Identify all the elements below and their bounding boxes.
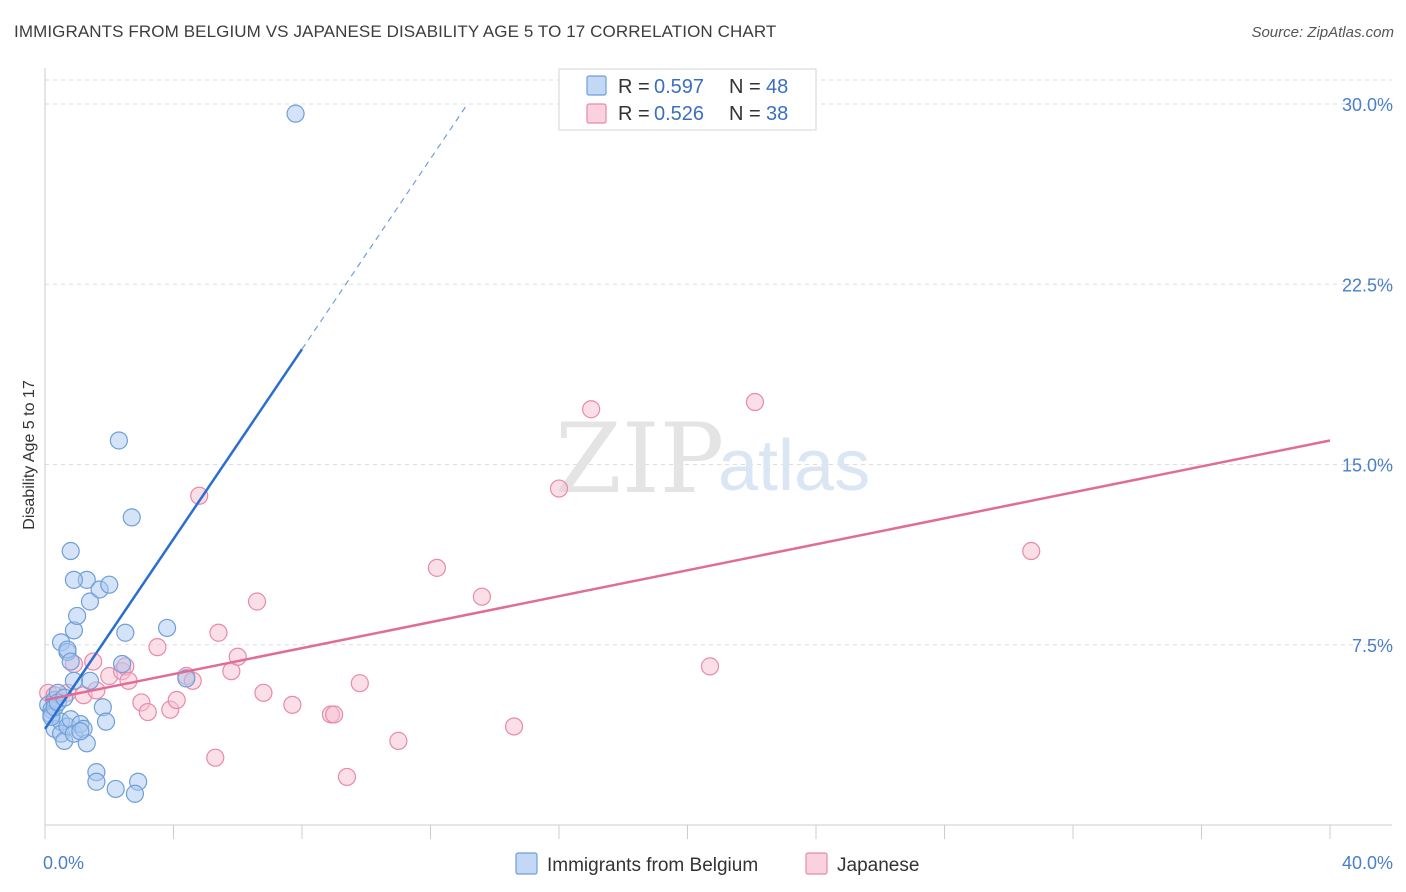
japanese-point <box>427 558 447 577</box>
legend-n-value-pink: 38 <box>766 103 788 125</box>
belgium-point <box>68 606 87 626</box>
series-belgium-points <box>39 104 305 803</box>
trend-lines <box>43 106 1331 730</box>
japanese-point <box>254 683 273 702</box>
belgium-point <box>122 508 141 527</box>
belgium-point <box>64 671 84 690</box>
series-japanese-points <box>39 392 1041 787</box>
japanese-point <box>389 731 408 750</box>
belgium-point <box>112 654 132 674</box>
belgium-point <box>96 712 116 731</box>
legend-r-label: R = <box>618 103 650 125</box>
belgium-point <box>106 779 125 799</box>
japanese-trend-line <box>44 439 1331 702</box>
belgium-point <box>109 431 128 450</box>
japanese-point <box>582 400 601 419</box>
belgium-trend-line <box>43 348 304 730</box>
japanese-point <box>190 486 209 505</box>
y-tick-label: 7.5% <box>1352 636 1393 656</box>
legend-r-value-pink: 0.526 <box>654 103 704 125</box>
belgium-point <box>157 618 177 638</box>
legend-r-label: R = <box>618 76 650 98</box>
belgium-point <box>61 541 80 561</box>
legend-swatch-blue <box>586 75 607 96</box>
japanese-point <box>148 638 167 657</box>
japanese-point <box>325 705 344 724</box>
y-tick-label: 22.5% <box>1342 275 1393 295</box>
series-legend: Immigrants from Belgium Japanese <box>515 852 919 876</box>
x-tick-label: 0.0% <box>43 853 84 873</box>
belgium-point <box>71 722 90 741</box>
correlation-legend: R = 0.597 N = 48 R = 0.526 N = 38 <box>558 68 817 131</box>
japanese-point <box>247 592 267 611</box>
watermark-zip: ZIP <box>555 403 724 515</box>
japanese-point <box>504 717 524 736</box>
belgium-point <box>125 784 145 803</box>
japanese-point <box>167 690 186 710</box>
legend-swatch-belgium <box>515 852 538 875</box>
japanese-point <box>283 695 302 714</box>
japanese-point <box>350 674 369 693</box>
japanese-point <box>138 702 157 722</box>
legend-swatch-pink <box>586 103 607 124</box>
gridlines <box>45 79 1392 646</box>
legend-label-japanese: Japanese <box>837 855 919 876</box>
belgium-point <box>80 592 100 611</box>
japanese-point <box>337 767 357 787</box>
legend-label-belgium: Immigrants from Belgium <box>547 855 758 876</box>
japanese-point <box>745 392 765 412</box>
source-credit: Source: ZipAtlas.com <box>1251 24 1394 41</box>
belgium-point <box>61 652 80 671</box>
belgium-point <box>87 772 106 791</box>
legend-swatch-japanese <box>805 852 828 875</box>
chart-title: IMMIGRANTS FROM BELGIUM VS JAPANESE DISA… <box>14 22 777 41</box>
japanese-point <box>700 657 720 676</box>
belgium-point <box>286 104 305 123</box>
legend-r-value-blue: 0.597 <box>654 76 704 98</box>
japanese-point <box>209 623 228 642</box>
belgium-point <box>64 570 84 589</box>
y-tick-label: 30.0% <box>1342 95 1393 115</box>
watermark-atlas: atlas <box>718 426 870 506</box>
belgium-point <box>116 623 135 642</box>
japanese-point <box>206 748 225 767</box>
y-axis-label: Disability Age 5 to 17 <box>21 380 38 530</box>
y-tick-label: 15.0% <box>1342 456 1393 476</box>
y-tick-labels: 7.5% 15.0% 22.5% 30.0% <box>1342 95 1393 656</box>
legend-n-label: N = <box>729 103 761 125</box>
legend-n-label: N = <box>729 76 761 98</box>
japanese-point <box>549 479 569 498</box>
belgium-trend-extension <box>301 106 467 350</box>
japanese-point <box>472 587 491 606</box>
japanese-point <box>1022 541 1041 561</box>
belgium-point <box>177 669 196 688</box>
x-tick-label: 40.0% <box>1342 853 1393 873</box>
x-tick-labels: 0.0% 40.0% <box>43 853 1393 873</box>
legend-n-value-blue: 48 <box>766 76 788 98</box>
belgium-point <box>80 671 100 690</box>
belgium-point <box>100 575 119 594</box>
